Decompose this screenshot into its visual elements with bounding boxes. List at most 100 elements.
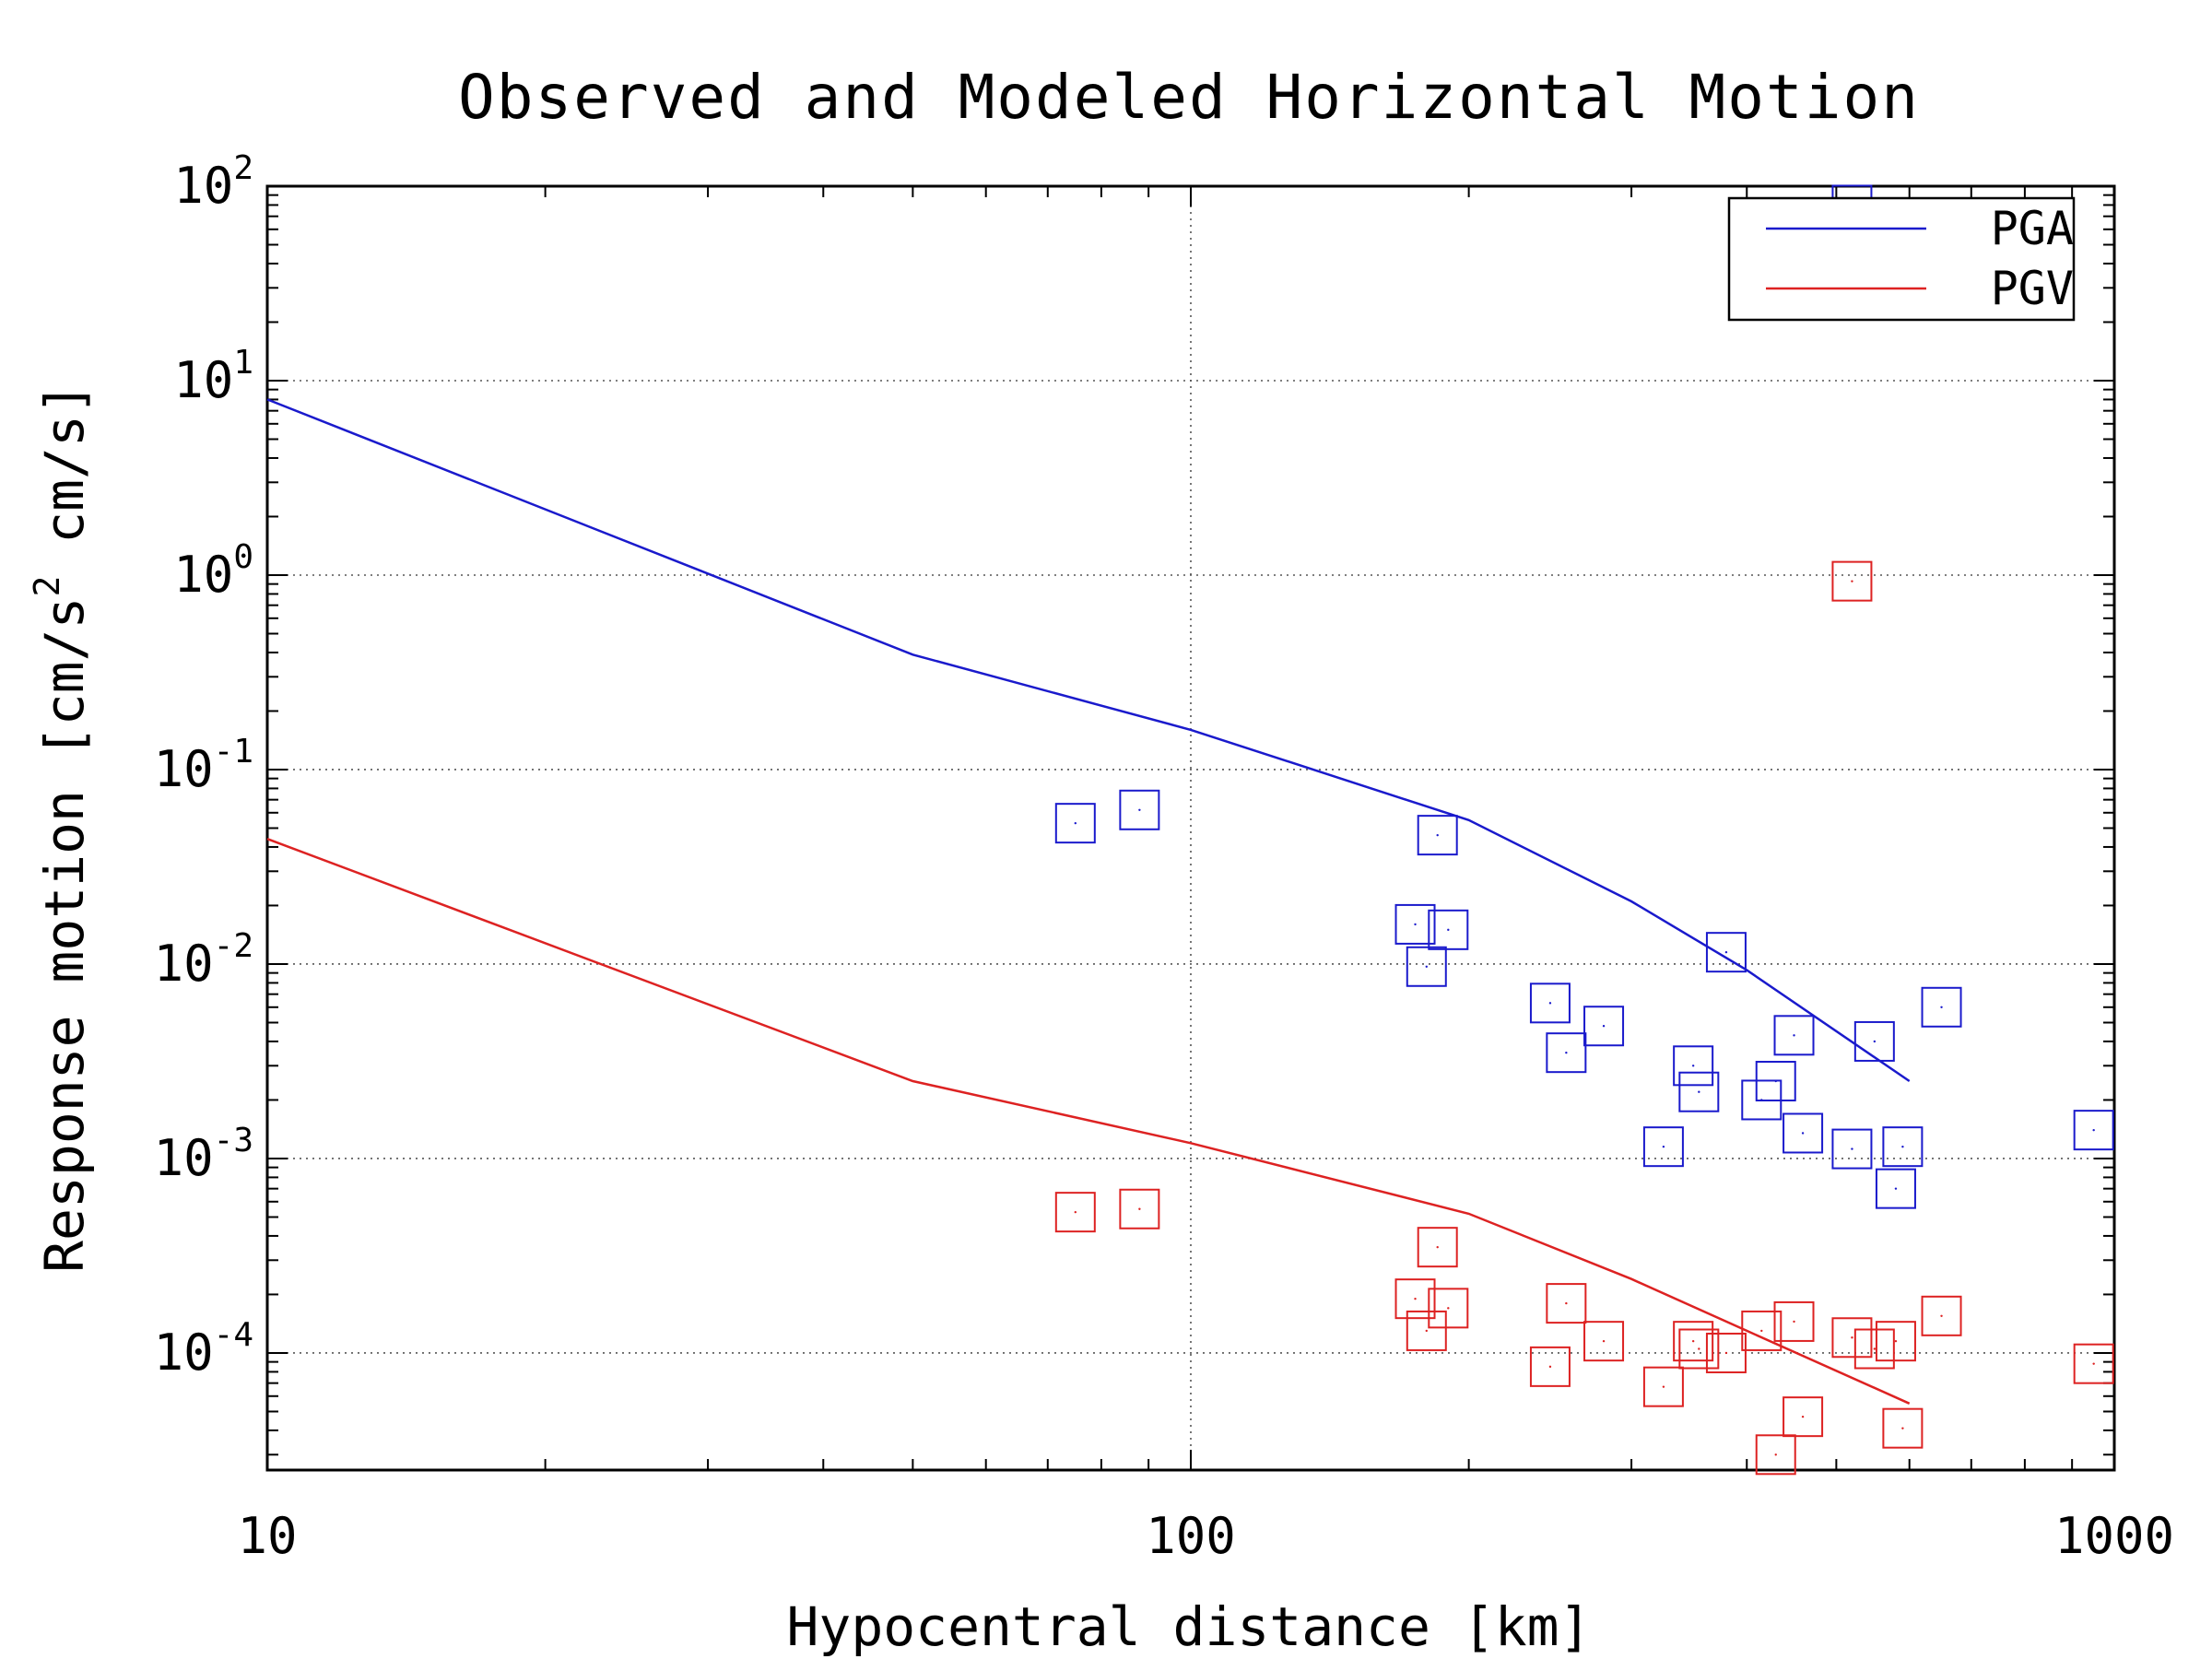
data-point-pga-observed bbox=[1417, 815, 1458, 856]
y-axis-label: Response motion [cm/s2 cm/s] bbox=[27, 382, 96, 1273]
data-point-pgv-observed bbox=[1741, 1310, 1783, 1351]
data-point-center bbox=[1698, 1347, 1700, 1350]
data-point-center bbox=[1940, 1314, 1943, 1318]
data-point-pga-observed bbox=[1428, 909, 1469, 950]
data-point-center bbox=[1793, 1034, 1795, 1037]
data-point-center bbox=[1602, 1025, 1606, 1028]
data-point-pgv-observed bbox=[1853, 1328, 1895, 1370]
data-point-pgv-observed bbox=[1583, 1321, 1625, 1362]
data-point-center bbox=[1801, 1415, 1805, 1418]
y-tick-label: 100 bbox=[173, 538, 253, 604]
data-point-center bbox=[1724, 950, 1728, 954]
data-point-center bbox=[1851, 1147, 1853, 1150]
data-point-pga-observed bbox=[1678, 1071, 1720, 1112]
data-point-pgv-observed bbox=[1921, 1295, 1962, 1336]
legend: PGA PGV bbox=[1727, 196, 2076, 322]
data-point-center bbox=[1602, 1339, 1606, 1343]
data-point-pga-observed bbox=[1921, 986, 1962, 1028]
data-point-pga-observed bbox=[2073, 1110, 2114, 1151]
data-point-pga-observed bbox=[1529, 982, 1571, 1024]
data-point-center bbox=[1894, 1187, 1898, 1190]
data-point-pgv-observed bbox=[1882, 1407, 1924, 1449]
data-point-center bbox=[1565, 1301, 1568, 1305]
series-line-pga bbox=[266, 398, 1911, 1083]
data-point-center bbox=[1074, 1210, 1077, 1214]
chart-title: Observed and Modeled Horizontal Motion bbox=[458, 62, 1920, 133]
data-point-center bbox=[1940, 1006, 1943, 1008]
data-point-center bbox=[1901, 1427, 1904, 1430]
data-point-center bbox=[1691, 1339, 1695, 1343]
data-point-center bbox=[1901, 1145, 1904, 1148]
y-tick-label: 10-4 bbox=[154, 1316, 253, 1382]
data-point-center bbox=[1138, 1207, 1141, 1210]
data-point-pgv-observed bbox=[1529, 1346, 1571, 1387]
data-point-pgv-observed bbox=[1546, 1283, 1587, 1324]
data-point-pga-observed bbox=[1642, 1126, 1684, 1168]
data-point-center bbox=[1698, 1090, 1700, 1093]
data-point-center bbox=[1548, 1002, 1552, 1005]
data-point-pga-observed bbox=[1406, 946, 1447, 987]
series-layer bbox=[266, 184, 2114, 1476]
data-point-pgv-observed bbox=[1054, 1192, 1096, 1233]
x-tick-label: 1000 bbox=[2054, 1507, 2174, 1565]
y-tick-labels: 102 101 100 10-1 10-2 10-3 10-4 bbox=[154, 149, 253, 1382]
data-point-pgv-observed bbox=[1642, 1366, 1684, 1407]
data-point-pgv-observed bbox=[1678, 1328, 1720, 1370]
data-point-center bbox=[1793, 1320, 1795, 1324]
data-point-pgv-observed bbox=[1417, 1227, 1458, 1268]
data-point-pga-observed bbox=[1119, 789, 1160, 830]
data-point-pgv-observed bbox=[1755, 1434, 1796, 1476]
data-point-center bbox=[1724, 1351, 1728, 1355]
y-axis-label-suffix: cm/s] bbox=[33, 382, 96, 576]
y-axis-label-prefix: Response motion [cm/s bbox=[33, 597, 96, 1273]
axis-ticks bbox=[266, 186, 2114, 1470]
y-tick-label: 10-2 bbox=[154, 927, 253, 993]
x-tick-labels: 10 100 1000 bbox=[237, 1507, 2174, 1565]
data-point-center bbox=[1074, 821, 1077, 825]
legend-box bbox=[1727, 196, 2076, 322]
data-point-center bbox=[1691, 1065, 1695, 1067]
data-point-pga-observed bbox=[1546, 1032, 1587, 1074]
data-point-pgv-observed bbox=[1428, 1288, 1469, 1329]
y-axis-label-exponent: 2 bbox=[27, 576, 67, 597]
data-point-pga-observed bbox=[1394, 903, 1436, 945]
y-tick-label: 102 bbox=[173, 149, 253, 215]
data-point-pga-observed bbox=[1673, 1045, 1714, 1087]
grid bbox=[267, 186, 2114, 1470]
data-point-pga-observed bbox=[1882, 1126, 1924, 1168]
x-axis-label: Hypocentral distance [km] bbox=[787, 1595, 1592, 1658]
data-point-center bbox=[1873, 1040, 1877, 1043]
data-point-pgv-observed bbox=[1831, 1317, 1873, 1359]
data-point-center bbox=[1760, 1329, 1763, 1333]
data-point-center bbox=[1138, 808, 1141, 811]
data-point-center bbox=[1774, 1453, 1777, 1456]
data-point-pga-observed bbox=[1583, 1006, 1625, 1047]
data-point-pgv-observed bbox=[1831, 560, 1873, 602]
data-point-pga-observed bbox=[1875, 1168, 1916, 1209]
data-point-center bbox=[1548, 1365, 1552, 1369]
data-point-center bbox=[1662, 1145, 1665, 1148]
data-point-pgv-observed bbox=[1773, 1300, 1815, 1342]
data-point-center bbox=[1436, 1245, 1439, 1249]
data-point-center bbox=[1851, 580, 1853, 582]
data-point-pgv-observed bbox=[1406, 1310, 1447, 1351]
data-point-pgv-observed bbox=[1119, 1188, 1160, 1230]
data-point-pgv-observed bbox=[1875, 1321, 1916, 1362]
data-point-center bbox=[1662, 1385, 1665, 1388]
data-point-center bbox=[1425, 1329, 1428, 1333]
y-tick-label: 10-1 bbox=[154, 733, 253, 798]
x-tick-label: 10 bbox=[237, 1507, 297, 1565]
x-tick-label: 100 bbox=[1146, 1507, 1236, 1565]
legend-label-pga: PGA bbox=[1991, 202, 2074, 255]
data-point-pgv-observed bbox=[1783, 1396, 1824, 1438]
data-point-pga-observed bbox=[1831, 1128, 1873, 1170]
data-point-center bbox=[1414, 923, 1417, 926]
data-point-center bbox=[1414, 1297, 1417, 1300]
data-point-center bbox=[2092, 1128, 2095, 1132]
data-point-pga-observed bbox=[1705, 932, 1747, 973]
data-point-center bbox=[1774, 1079, 1777, 1083]
data-point-pga-observed bbox=[1054, 803, 1096, 844]
series-line-pgv bbox=[266, 838, 1911, 1405]
y-tick-label: 101 bbox=[173, 344, 253, 409]
